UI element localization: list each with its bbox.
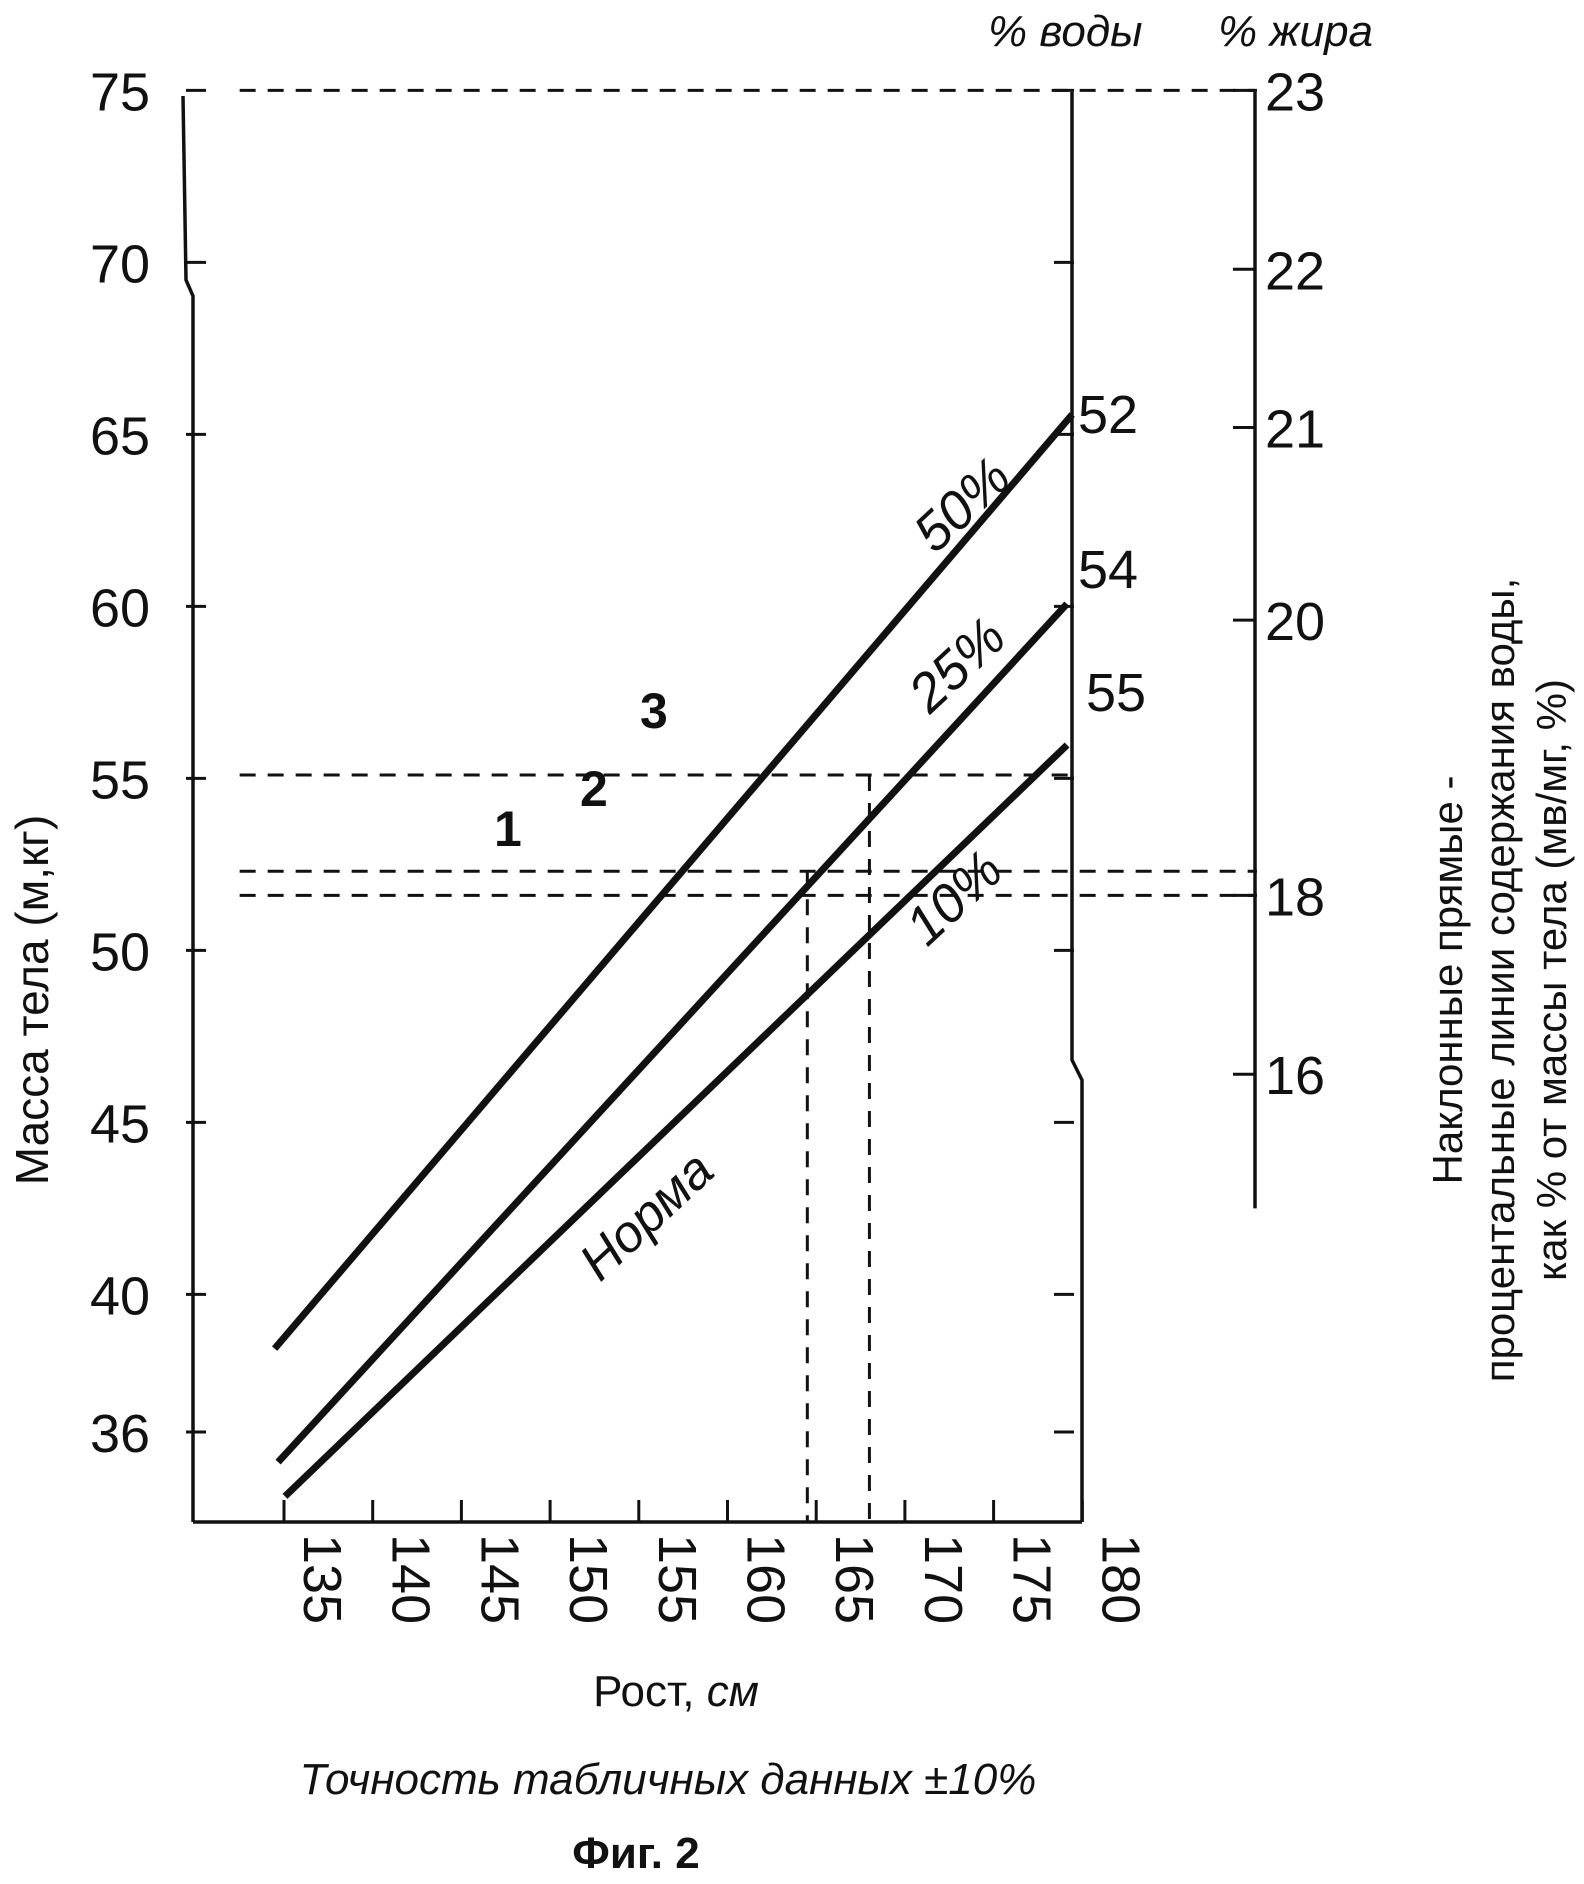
y-tick-label: 45 xyxy=(90,1094,150,1154)
x-tick-label: 140 xyxy=(381,1534,441,1624)
figure-label: Фиг. 2 xyxy=(572,1829,699,1878)
x-tick-label: 175 xyxy=(1002,1534,1062,1624)
fat-axis-tick-label: 23 xyxy=(1265,62,1325,122)
fat-axis-tick-label: 21 xyxy=(1265,400,1325,460)
fat-axis-tick-label: 16 xyxy=(1265,1046,1325,1106)
marker-2: 2 xyxy=(580,761,608,817)
end-label-55: 55 xyxy=(1086,663,1146,723)
fat-axis-tick-label: 22 xyxy=(1265,241,1325,301)
series-line xyxy=(288,747,1065,1493)
fat-axis-title: % жира xyxy=(1218,7,1373,56)
y-tick-label: 40 xyxy=(90,1266,150,1326)
x-tick-label: 145 xyxy=(469,1534,529,1624)
accuracy-note: Точность табличных данных ±10% xyxy=(300,1755,1037,1804)
y-tick-label: 65 xyxy=(90,406,150,466)
x-axis-label-main: Рост, xyxy=(593,1667,694,1716)
x-tick-label: 160 xyxy=(736,1534,796,1624)
y-tick-label: 60 xyxy=(90,578,150,638)
y-tick-label: 36 xyxy=(90,1404,150,1464)
right-label-line3: как % от массы тела (мв/мг, %) xyxy=(1528,679,1575,1281)
fat-axis-tick-label: 20 xyxy=(1265,592,1325,652)
right-label-line2: процентальные линии содержания воды, xyxy=(1476,578,1523,1383)
marker-1: 1 xyxy=(494,801,522,857)
y-tick-label: 50 xyxy=(90,922,150,982)
end-label-54: 54 xyxy=(1078,540,1138,600)
series-lines xyxy=(277,417,1070,1494)
x-tick-label: 135 xyxy=(292,1534,352,1624)
series-label-norma: Норма xyxy=(569,1141,725,1292)
series-line xyxy=(280,606,1064,1459)
x-tick-label: 165 xyxy=(824,1534,884,1624)
series-label-25: 25% xyxy=(897,606,1018,724)
right-label-line1: Наклонные прямые - xyxy=(1424,776,1471,1185)
reference-lines xyxy=(240,90,1257,1522)
fat-axis-tick-label: 18 xyxy=(1265,867,1325,927)
y-axis-line xyxy=(183,96,193,1522)
x-tick-label: 180 xyxy=(1090,1534,1150,1624)
x-tick-label: 155 xyxy=(647,1534,707,1624)
water-axis-line xyxy=(1072,92,1082,1522)
x-tick-label: 170 xyxy=(913,1534,973,1624)
y-tick-label: 75 xyxy=(90,62,150,122)
y-tick-label: 55 xyxy=(90,750,150,810)
y-tick-label: 70 xyxy=(90,234,150,294)
x-tick-label: 150 xyxy=(558,1534,618,1624)
x-axis-label-unit: см xyxy=(707,1667,759,1716)
y-axis-label: Масса тела (м,кг) xyxy=(6,815,58,1186)
water-axis-title: % воды xyxy=(988,7,1143,56)
x-axis-label: Рост, см xyxy=(593,1667,759,1716)
series-label-10: 10% xyxy=(894,839,1014,957)
marker-3: 3 xyxy=(640,683,668,739)
end-label-52: 52 xyxy=(1078,385,1138,445)
